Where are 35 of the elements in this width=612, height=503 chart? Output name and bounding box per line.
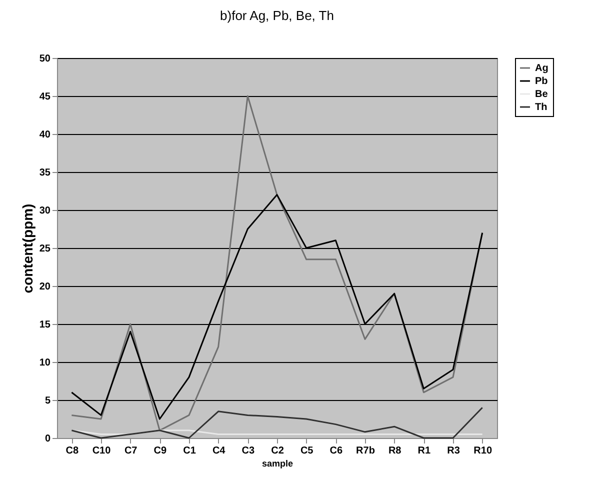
line-series: [70, 406, 484, 439]
legend-label: Ag: [535, 63, 548, 74]
x-tick-label: C8: [66, 446, 79, 456]
x-tick-label: R8: [388, 446, 402, 456]
x-tick-label: C9: [154, 446, 167, 456]
y-tick-label: 0: [44, 434, 51, 444]
x-tick-label: C7: [124, 446, 138, 456]
x-tick-label: R7b: [356, 446, 375, 456]
line-series: [70, 95, 484, 432]
y-tick-label: 50: [39, 54, 51, 64]
y-tick-label: 10: [39, 358, 51, 368]
y-tick-label: 5: [44, 396, 51, 406]
x-tick-label: C2: [271, 446, 284, 456]
y-tick-label: 20: [39, 282, 51, 292]
legend-label: Th: [535, 102, 548, 113]
y-tick-label: 45: [39, 92, 51, 102]
x-axis-title: sample: [262, 458, 294, 468]
x-tick-label: R1: [418, 446, 431, 456]
legend-label: Be: [535, 89, 548, 100]
y-tick-label: 15: [39, 320, 51, 330]
x-tick-label: C3: [242, 446, 255, 456]
legend-label: Pb: [535, 76, 548, 87]
y-tick-label: 40: [39, 130, 51, 140]
x-tick-label: R10: [474, 446, 492, 456]
x-tick-label: R3: [447, 446, 460, 456]
x-tick-label: C1: [183, 446, 196, 456]
x-tick-label: C4: [212, 446, 226, 456]
x-tick-label: C6: [330, 446, 343, 456]
x-tick-label: C5: [300, 446, 314, 456]
x-tick-label: C10: [92, 446, 112, 456]
y-tick-label: 35: [39, 168, 51, 178]
chart-title: b)for Ag, Pb, Be, Th: [220, 8, 334, 23]
y-axis-title: content(ppm): [19, 204, 36, 294]
y-tick-label: 25: [39, 244, 51, 254]
y-tick-label: 30: [39, 206, 51, 216]
